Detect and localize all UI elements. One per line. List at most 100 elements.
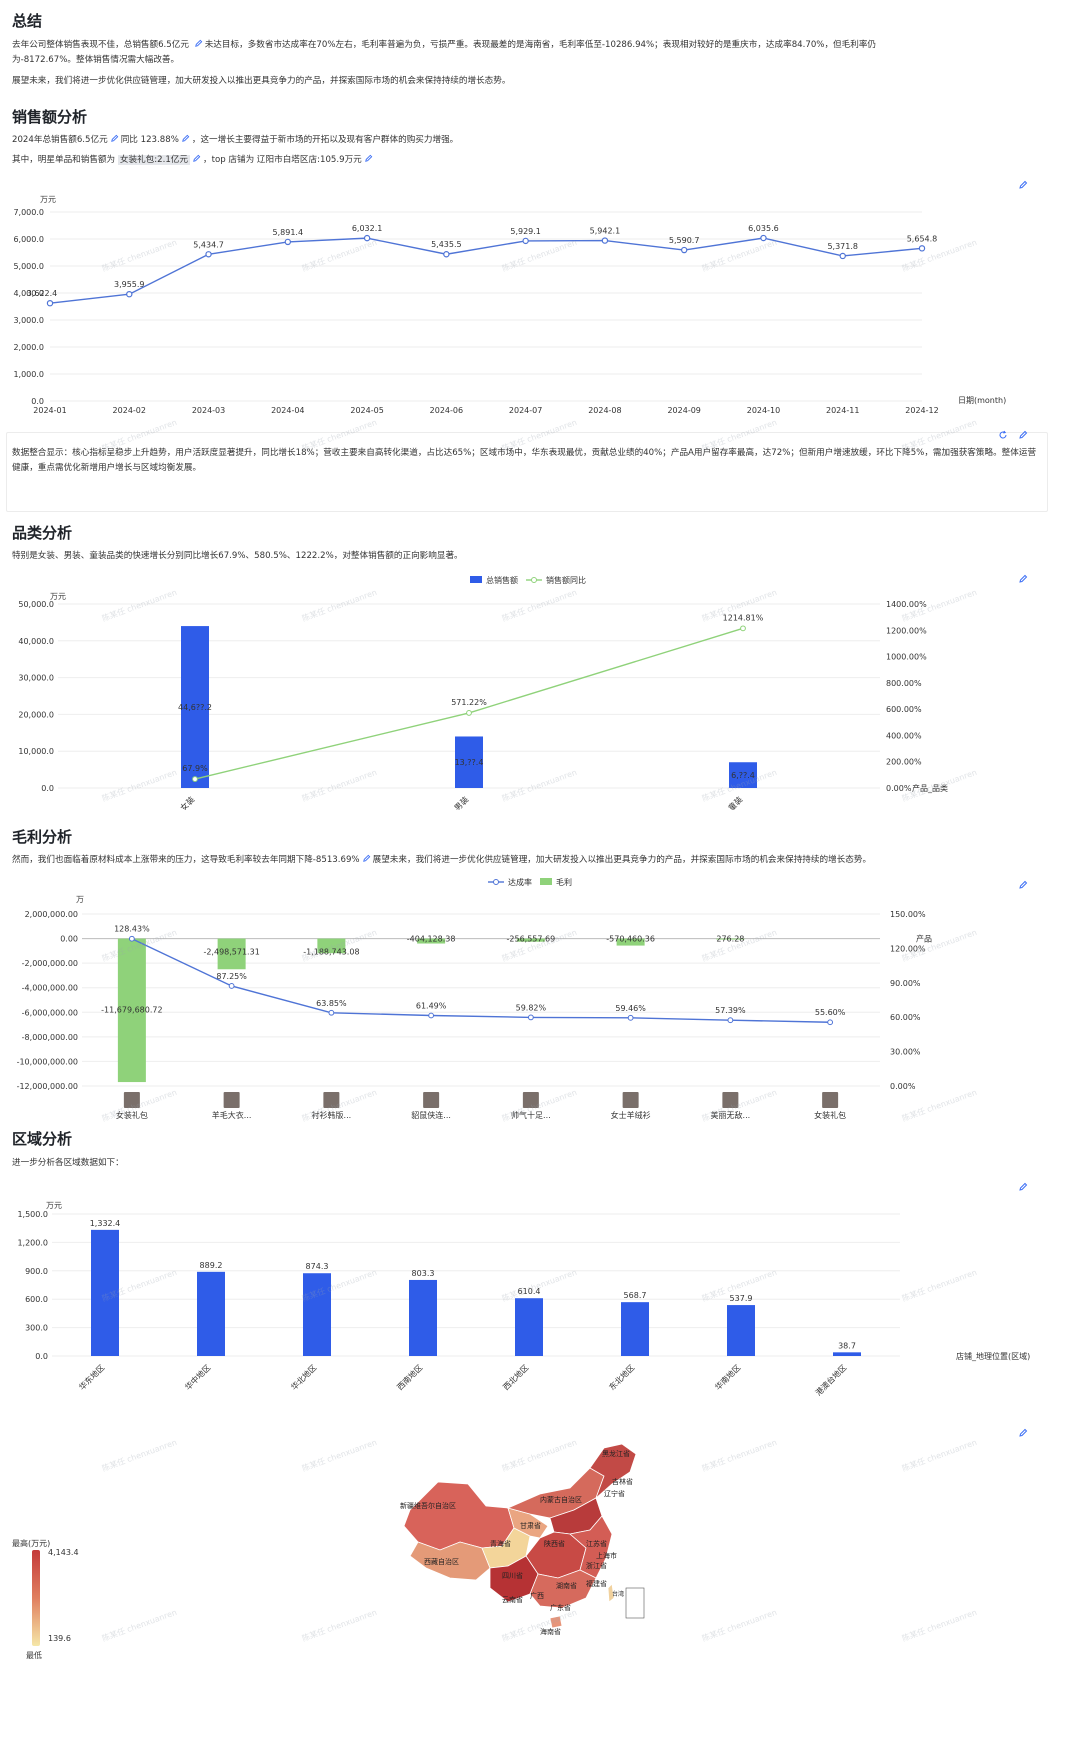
edit-icon[interactable]	[192, 154, 201, 163]
y-axis-unit: 万元	[40, 195, 56, 204]
data-point	[466, 710, 472, 716]
bar-label: -1,188,743.08	[303, 948, 359, 957]
map-label: 新疆维吾尔自治区	[400, 1501, 456, 1510]
y2-tick-label: 1200.00%	[886, 626, 927, 635]
map-label: 内蒙古自治区	[540, 1495, 582, 1504]
data-point	[527, 1014, 534, 1021]
x-axis-label: 产品	[916, 934, 932, 944]
y-tick-label: 1,200.0	[17, 1238, 48, 1247]
map-region-hainan	[549, 1615, 563, 1629]
data-point	[128, 935, 135, 942]
bar	[616, 938, 645, 946]
insight-text: 数据整合显示：核心指标呈稳步上升趋势，用户活跃度显著提升，同比增长18%；营收主…	[12, 448, 1037, 473]
map-region-northeast	[589, 1443, 637, 1499]
edit-icon[interactable]	[1018, 430, 1028, 440]
edit-icon[interactable]	[1018, 1182, 1028, 1192]
region-desc: 进一步分析各区域数据如下：	[12, 1158, 124, 1168]
edit-icon[interactable]	[181, 134, 190, 143]
refresh-icon[interactable]	[998, 430, 1008, 440]
data-label: 537.9	[730, 1294, 753, 1303]
product-thumbnail	[822, 1092, 839, 1108]
y-tick-label: -6,000,000.00	[22, 1008, 78, 1017]
bar	[727, 1305, 755, 1356]
data-label: 5,434.7	[193, 240, 224, 249]
y-tick-label: -2,000,000.00	[22, 959, 78, 968]
margin-title: 毛利分析	[12, 828, 73, 846]
category-title: 品类分析	[12, 524, 73, 542]
x-tick-label: 西北地区	[501, 1362, 531, 1392]
y2-tick-label: 0.00%	[886, 784, 912, 793]
y2-tick-label: 1000.00%	[886, 653, 927, 662]
x-tick-label: 东北地区	[607, 1362, 637, 1392]
data-label: 610.4	[518, 1287, 541, 1296]
x-tick-label: 2024-04	[271, 406, 304, 415]
x-tick-label: 貂鼠侠连...	[411, 1110, 451, 1120]
data-point	[740, 625, 746, 632]
y-tick-label: 900.0	[25, 1267, 48, 1276]
sales-trend-chart: 万元 0.0 1,000.0 2,000.0 3,000.0 4,000.0 5,000.0…	[13, 195, 1006, 415]
y-tick-label: -12,000,000.00	[17, 1082, 78, 1091]
y-tick-label: 2,000.0	[13, 343, 44, 352]
map-inset-box	[625, 1587, 645, 1619]
watermark-text: 陈某任 chenxuanren	[900, 1437, 979, 1474]
edit-icon[interactable]	[1018, 574, 1028, 584]
x-tick-label: 2024-01	[33, 406, 66, 415]
edit-icon[interactable]	[1018, 1428, 1028, 1438]
watermark-text: 陈某任 chenxuanren	[700, 1437, 779, 1474]
edit-icon[interactable]	[1018, 880, 1028, 890]
legend-label: 销售额同比	[546, 575, 586, 585]
data-label: 1,332.4	[90, 1219, 121, 1228]
y-tick-label: 1,500.0	[17, 1210, 48, 1219]
y-tick-label: 0.00	[60, 935, 78, 944]
line-label: 61.49%	[416, 1001, 447, 1010]
y-tick-label: 20,000.0	[18, 710, 54, 719]
y-tick-label: 30,000.0	[18, 674, 54, 683]
product-thumbnail	[622, 1092, 639, 1108]
bar	[409, 1279, 437, 1356]
category-desc: 特别是女装、男装、童装品类的快速增长分别同比增长67.9%、580.5%、122…	[12, 551, 463, 561]
x-tick-label: 2024-07	[509, 406, 542, 415]
bar	[729, 762, 757, 788]
map-label: 辽宁省	[604, 1489, 625, 1498]
data-label: 5,891.4	[273, 228, 304, 237]
edit-icon[interactable]	[362, 854, 371, 863]
summary-paragraph-1: 去年公司整体销售表现不佳，总销售额6.5亿元 未达目标，多数省市达成率在70%左…	[12, 39, 877, 65]
y-tick-label: 300.0	[25, 1324, 48, 1333]
watermark-text: 陈某任 chenxuanren	[300, 1607, 379, 1644]
y2-tick-label: 1400.00%	[886, 600, 927, 609]
edit-icon[interactable]	[110, 134, 119, 143]
legend-swatch-bar	[470, 576, 482, 583]
map-legend-title: 最高(万元)	[12, 1539, 51, 1548]
edit-icon[interactable]	[364, 154, 373, 163]
x-tick-label: 华中地区	[183, 1362, 213, 1392]
edit-icon[interactable]	[1018, 180, 1028, 190]
y2-tick-label: 200.00%	[886, 758, 922, 767]
line-label: 1214.81%	[723, 613, 764, 622]
data-label: 5,929.1	[510, 227, 541, 236]
data-label: 5,590.7	[669, 236, 700, 245]
bar-label: 6,??.4	[731, 771, 755, 780]
x-tick-label: 华北地区	[289, 1362, 319, 1392]
y-axis-unit: 万	[76, 895, 84, 904]
margin-chart: 达成率 毛利万 -12,000,000.00 -10,000,000.00 -8,000…	[17, 877, 932, 1120]
summary-paragraph-2: 展望未来，我们将进一步优化供应链管理，加大研发投入以推出更具竞争力的产品，并探索…	[12, 76, 511, 86]
data-point	[727, 1017, 734, 1024]
x-tick-label: 女士羊绒衫	[611, 1110, 651, 1120]
x-tick-label: 西南地区	[395, 1362, 425, 1392]
map-label: 湖南省	[556, 1581, 577, 1590]
edit-icon[interactable]	[194, 39, 203, 48]
data-point	[284, 238, 292, 246]
star-product-highlight: 女装礼包:2.1亿元	[117, 155, 191, 165]
map-region-south	[529, 1569, 597, 1609]
line-label: 59.46%	[615, 1004, 646, 1013]
data-label: 38.7	[838, 1341, 856, 1350]
data-point	[228, 983, 235, 989]
y-tick-label: 50,000.0	[18, 600, 54, 609]
data-point	[428, 1012, 435, 1019]
map-label: 浙江省	[586, 1561, 607, 1570]
bar	[317, 938, 346, 954]
data-point	[363, 234, 371, 242]
y-tick-label: 0.0	[35, 1352, 48, 1361]
y2-tick-label: 90.00%	[890, 979, 921, 988]
line-label: 67.9%	[182, 764, 208, 773]
